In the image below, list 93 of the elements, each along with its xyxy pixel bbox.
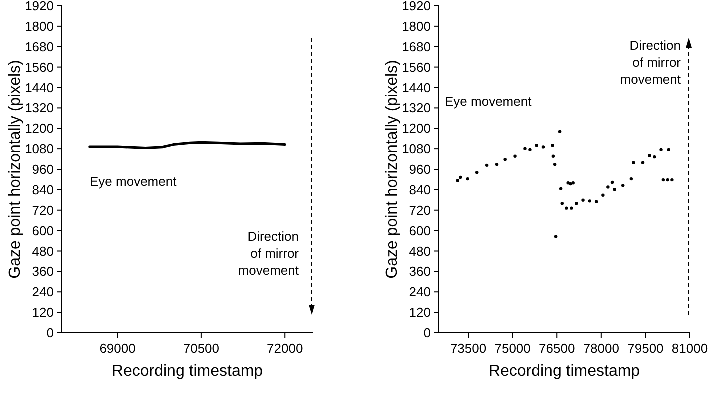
point (602, 194, 605, 197)
annotation: Direction of mirror movement (620, 38, 682, 87)
point (572, 182, 575, 185)
point (456, 179, 460, 182)
x-tick-label: 69000 (100, 341, 136, 356)
y-tick-label: 720 (409, 202, 431, 218)
point (670, 178, 674, 182)
y-tick-label: 1440 (402, 80, 431, 96)
y-axis-title: Gaze point horizontally (pixels) (384, 60, 401, 279)
annotation: Direction of mirror movement (238, 229, 300, 278)
y-tick-label: 1800 (25, 18, 54, 34)
point (551, 144, 554, 148)
point (476, 170, 479, 174)
point (606, 186, 610, 189)
point (582, 198, 585, 202)
point (485, 164, 489, 168)
y-tick-label: 840 (409, 182, 431, 198)
y-tick-label: 480 (32, 244, 54, 259)
y-tick-label: 1320 (25, 100, 54, 116)
point (565, 206, 568, 210)
point (662, 178, 666, 182)
y-tick-label: 1440 (25, 80, 54, 96)
point (622, 184, 625, 188)
y-tick-label: 1080 (402, 142, 431, 157)
x-tick-label: 78000 (583, 341, 620, 356)
y-tick-label: 360 (32, 264, 54, 280)
y-tick-label: 120 (32, 305, 54, 320)
point (458, 176, 462, 180)
y-tick-label: 1200 (25, 121, 54, 136)
x-tick-label: 75000 (494, 341, 531, 356)
point (594, 200, 598, 204)
y-tick-label: 1680 (25, 39, 54, 54)
y-tick-label: 840 (32, 182, 54, 198)
point (648, 154, 652, 158)
y-tick-label: 1560 (25, 60, 54, 75)
point (613, 188, 616, 192)
point (630, 177, 634, 181)
point (660, 148, 663, 152)
y-tick-label: 1320 (402, 100, 431, 116)
point (569, 182, 572, 186)
y-tick-label: 960 (32, 162, 54, 177)
point (588, 200, 592, 203)
y-tick-label: 1920 (402, 0, 431, 14)
x-tick-label: 70500 (183, 341, 220, 356)
point (495, 162, 499, 166)
y-tick-label: 0 (46, 326, 54, 340)
y-tick-label: 0 (424, 326, 431, 340)
y-tick-label: 720 (32, 202, 54, 218)
point (641, 161, 645, 164)
point (559, 187, 563, 191)
x-tick-label: 79500 (628, 341, 664, 356)
point (552, 154, 556, 158)
y-tick-label: 120 (409, 305, 431, 320)
x-tick-label: 72000 (267, 341, 304, 356)
point (504, 158, 507, 162)
point (570, 206, 574, 210)
x-tick-label: 76500 (539, 341, 576, 356)
x-tick-label: 73500 (450, 341, 487, 356)
point (667, 148, 670, 152)
point (514, 154, 517, 158)
point (466, 177, 470, 181)
point (535, 144, 538, 148)
y-tick-label: 1080 (25, 142, 54, 157)
point (524, 147, 527, 150)
annotation: Eye movement (90, 174, 178, 189)
y-tick-label: 960 (409, 162, 431, 177)
point (542, 146, 546, 149)
point (560, 202, 564, 206)
x-tick-label: 81000 (672, 341, 708, 356)
y-tick-label: 600 (409, 223, 431, 238)
y-tick-label: 1920 (25, 0, 54, 14)
y-tick-label: 1200 (402, 121, 431, 136)
y-tick-label: 600 (32, 223, 54, 238)
point (528, 148, 532, 152)
point (558, 130, 562, 134)
x-axis-title: Recording timestamp (488, 363, 640, 380)
y-tick-label: 360 (409, 264, 431, 280)
y-tick-label: 1680 (402, 39, 431, 54)
y-tick-label: 1800 (402, 18, 431, 34)
x-axis-title: Recording timestamp (112, 363, 264, 380)
y-tick-label: 1560 (402, 60, 431, 75)
point (553, 162, 557, 166)
annotation: Eye movement (445, 94, 532, 109)
y-tick-label: 240 (32, 284, 54, 300)
point (575, 202, 578, 206)
point (554, 235, 558, 238)
point (610, 180, 614, 184)
y-tick-label: 240 (409, 284, 431, 300)
point (632, 161, 636, 164)
y-axis-title: Gaze point horizontally (pixels) (7, 60, 24, 279)
point (653, 155, 656, 159)
point (666, 178, 670, 182)
y-tick-label: 480 (409, 244, 431, 259)
